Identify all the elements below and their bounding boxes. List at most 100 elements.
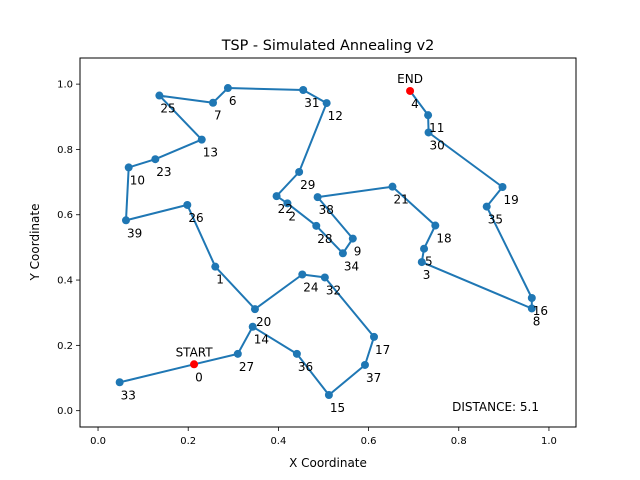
- city-marker: [369, 332, 378, 341]
- city-label: 2: [288, 209, 296, 223]
- city-marker: [348, 234, 357, 243]
- city-marker: [420, 244, 429, 253]
- city-label: 26: [188, 211, 203, 225]
- city-marker: [283, 199, 292, 208]
- city-marker: [388, 182, 397, 191]
- city-label: 37: [366, 371, 381, 385]
- city-label: 34: [344, 259, 359, 273]
- city-label: 12: [328, 109, 343, 123]
- city-label: 30: [430, 138, 445, 152]
- y-tick-label: 0.0: [57, 406, 73, 417]
- city-marker: [121, 216, 130, 225]
- city-label: 19: [504, 193, 519, 207]
- city-marker: [424, 128, 433, 137]
- city-label: 10: [130, 173, 145, 187]
- city-marker: [248, 322, 257, 331]
- city-label: 5: [425, 255, 433, 269]
- city-label: 17: [375, 343, 390, 357]
- city-marker: [482, 202, 491, 211]
- city-marker: [292, 349, 301, 358]
- city-labels: 0123456789101112131415161719182021222324…: [121, 94, 548, 415]
- endpoint-marker: [406, 86, 415, 95]
- plot-area: [79, 57, 577, 428]
- city-label: 27: [239, 360, 254, 374]
- city-marker: [115, 378, 124, 387]
- city-label: 31: [304, 96, 319, 110]
- city-label: 7: [214, 109, 222, 123]
- start-label: START: [176, 345, 214, 359]
- city-marker: [498, 182, 507, 191]
- city-label: 13: [203, 146, 218, 160]
- city-label: 38: [319, 203, 334, 217]
- city-marker: [312, 221, 321, 230]
- city-label: 9: [354, 245, 362, 259]
- city-label: 11: [429, 121, 444, 135]
- city-label: 35: [488, 213, 503, 227]
- city-marker: [233, 349, 242, 358]
- x-tick-label: 0.6: [361, 436, 377, 447]
- city-marker: [313, 193, 322, 202]
- y-tick-label: 0.6: [57, 210, 73, 221]
- city-marker: [209, 98, 218, 107]
- city-label: 33: [121, 388, 136, 402]
- city-label: 16: [533, 304, 548, 318]
- city-label: 28: [317, 232, 332, 246]
- city-marker: [320, 273, 329, 282]
- city-label: 4: [411, 97, 419, 111]
- city-label: 18: [436, 232, 451, 246]
- city-label: 24: [303, 281, 318, 295]
- city-label: 32: [326, 283, 341, 297]
- city-marker: [124, 163, 133, 172]
- city-marker: [527, 294, 536, 303]
- city-marker: [324, 390, 333, 399]
- city-marker: [211, 262, 220, 271]
- y-tick-label: 1.0: [57, 80, 73, 91]
- city-label: 25: [160, 102, 175, 116]
- city-label: 22: [278, 202, 293, 216]
- x-tick-label: 0.0: [90, 436, 106, 447]
- y-tick-label: 0.8: [57, 145, 73, 156]
- y-axis-label: Y Coordinate: [28, 204, 42, 282]
- city-label: 0: [195, 370, 203, 384]
- endpoint-marker: [190, 360, 199, 369]
- city-marker: [338, 249, 347, 258]
- city-marker: [299, 86, 308, 95]
- distance-text: DISTANCE: 5.1: [452, 400, 539, 414]
- city-label: 21: [393, 193, 408, 207]
- city-marker: [295, 167, 304, 176]
- city-label: 6: [229, 94, 237, 108]
- city-label: 39: [127, 226, 142, 240]
- x-tick-label: 0.8: [451, 436, 467, 447]
- city-label: 36: [298, 360, 313, 374]
- city-marker: [250, 305, 259, 314]
- x-tick-label: 0.2: [180, 436, 196, 447]
- city-label: 8: [533, 314, 541, 328]
- city-marker: [431, 221, 440, 230]
- city-marker: [155, 91, 164, 100]
- x-tick-label: 1.0: [541, 436, 557, 447]
- end-label: END: [397, 72, 423, 86]
- city-marker: [183, 200, 192, 209]
- city-marker: [223, 84, 232, 93]
- city-label: 1: [216, 273, 224, 287]
- route-path: [119, 87, 533, 396]
- city-marker: [417, 258, 426, 267]
- city-marker: [424, 111, 433, 120]
- city-label: 23: [156, 165, 171, 179]
- y-tick-label: 0.2: [57, 341, 73, 352]
- city-marker: [360, 360, 369, 369]
- city-marker: [151, 155, 160, 164]
- city-label: 14: [254, 333, 269, 347]
- city-marker: [298, 270, 307, 279]
- city-label: 29: [300, 178, 315, 192]
- city-points: [115, 84, 536, 399]
- chart-title: TSP - Simulated Annealing v2: [221, 38, 435, 54]
- city-label: 3: [423, 268, 431, 282]
- city-marker: [197, 135, 206, 144]
- route-line: [119, 87, 533, 396]
- city-label: 15: [330, 401, 345, 415]
- x-axis: 0.0 0.2 0.4 0.6 0.8 1.0: [90, 427, 557, 447]
- city-marker: [272, 192, 281, 201]
- city-label: 20: [256, 315, 271, 329]
